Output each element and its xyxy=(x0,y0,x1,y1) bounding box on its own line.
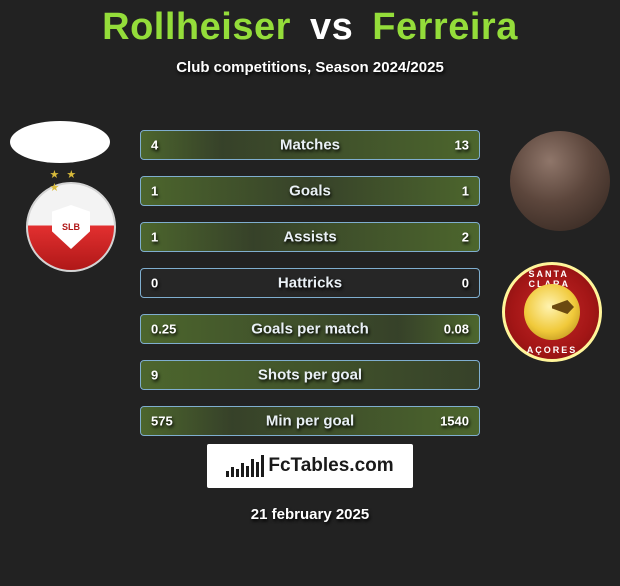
stat-value-left: 4 xyxy=(151,138,158,153)
player2-name: Ferreira xyxy=(372,6,518,48)
stat-value-left: 0 xyxy=(151,276,158,291)
logo-bar xyxy=(256,462,259,477)
logo-bar xyxy=(261,455,264,477)
stat-fill-right xyxy=(310,177,479,205)
logo-bar xyxy=(231,467,234,477)
logo-bar xyxy=(246,466,249,477)
stats-chart: 4 13 Matches 1 1 Goals 1 2 Assists 0 0 Hattricks 0.2… xyxy=(140,130,480,452)
stat-value-left: 1 xyxy=(151,230,158,245)
stat-label: Shots per goal xyxy=(258,367,362,384)
stat-value-right: 2 xyxy=(462,230,469,245)
player1-name: Rollheiser xyxy=(102,6,291,48)
stat-row: 4 13 Matches xyxy=(140,130,480,160)
player2-avatar xyxy=(510,131,610,231)
stat-value-right: 0 xyxy=(462,276,469,291)
club1-stars: ★ ★ ★ xyxy=(50,168,93,194)
stat-value-left: 0.25 xyxy=(151,322,176,337)
stat-label: Goals xyxy=(289,183,331,200)
stat-label: Matches xyxy=(280,137,340,154)
club1-shield: SLB xyxy=(52,205,90,249)
stat-label: Min per goal xyxy=(266,413,354,430)
club1-shield-text: SLB xyxy=(62,222,80,232)
footer-date: 21 february 2025 xyxy=(251,506,369,523)
vs-label: vs xyxy=(310,6,353,48)
club2-ring-bottom: AÇORES xyxy=(527,345,578,355)
logo-bar xyxy=(236,469,239,477)
stat-value-right: 13 xyxy=(455,138,469,153)
logo-bar xyxy=(241,463,244,477)
stat-value-left: 9 xyxy=(151,368,158,383)
stat-fill-left xyxy=(141,177,310,205)
stat-row: 1 2 Assists xyxy=(140,222,480,252)
club2-eagle-icon xyxy=(524,284,580,340)
logo-bar xyxy=(251,459,254,477)
stat-row: 0 0 Hattricks xyxy=(140,268,480,298)
stat-label: Hattricks xyxy=(278,275,342,292)
stat-fill-right xyxy=(222,131,479,159)
stat-value-right: 0.08 xyxy=(444,322,469,337)
player1-avatar xyxy=(10,121,110,163)
stat-value-right: 1 xyxy=(462,184,469,199)
stat-row: 9 Shots per goal xyxy=(140,360,480,390)
player2-club-badge: SANTA CLARA AÇORES xyxy=(502,262,602,362)
brand-text: FcTables.com xyxy=(268,455,393,477)
stat-row: 1 1 Goals xyxy=(140,176,480,206)
stat-label: Goals per match xyxy=(251,321,369,338)
subtitle: Club competitions, Season 2024/2025 xyxy=(0,59,620,76)
stat-label: Assists xyxy=(283,229,336,246)
stat-row: 575 1540 Min per goal xyxy=(140,406,480,436)
player1-club-badge: ★ ★ ★ SLB xyxy=(26,182,116,272)
stat-value-left: 575 xyxy=(151,414,173,429)
stat-value-right: 1540 xyxy=(440,414,469,429)
stat-value-left: 1 xyxy=(151,184,158,199)
logo-bar xyxy=(226,471,229,477)
brand-logo: FcTables.com xyxy=(207,444,413,488)
comparison-title: Rollheiser vs Ferreira xyxy=(0,6,620,49)
logo-bars-icon xyxy=(226,455,264,477)
stat-row: 0.25 0.08 Goals per match xyxy=(140,314,480,344)
